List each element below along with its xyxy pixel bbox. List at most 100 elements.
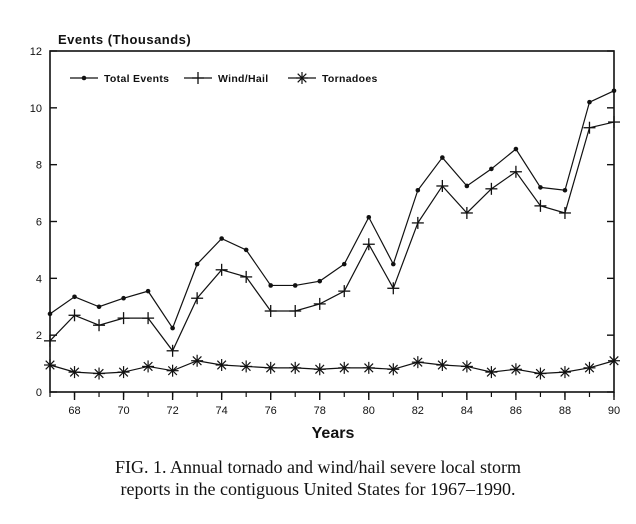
data-point-total-events: [219, 236, 224, 241]
legend: Total Events Wind/Hail Tornadoes: [70, 72, 378, 85]
data-point-wind-hail: [460, 206, 473, 219]
data-point-total-events: [72, 294, 77, 300]
y-tick-label: 4: [36, 273, 42, 285]
data-point-wind-hail: [411, 216, 424, 229]
y-tick-label: 10: [30, 103, 42, 115]
legend-item-wind-hail: Wind/Hail: [184, 72, 268, 85]
data-point-total-events: [538, 185, 543, 190]
x-tick-label: 70: [117, 405, 129, 417]
data-point-tornadoes: [264, 361, 277, 374]
series-layer: [44, 88, 620, 380]
data-point-total-events: [611, 88, 617, 94]
series-tornadoes: [44, 354, 620, 380]
data-point-wind-hail: [215, 263, 228, 276]
data-point-tornadoes: [191, 354, 204, 367]
data-point-wind-hail: [264, 305, 277, 318]
data-point-total-events: [47, 311, 53, 317]
x-tick-label: 82: [412, 405, 424, 417]
x-tick-label: 90: [608, 405, 620, 417]
data-point-tornadoes: [166, 364, 179, 377]
data-point-total-events: [194, 261, 200, 267]
x-tick-label: 76: [265, 405, 277, 417]
data-point-total-events: [366, 214, 372, 220]
y-tick-label: 8: [36, 160, 42, 172]
data-point-tornadoes: [93, 367, 106, 380]
legend-marker-wind-hail: [192, 72, 204, 84]
data-point-tornadoes: [411, 356, 424, 369]
data-point-wind-hail: [68, 309, 81, 322]
data-point-tornadoes: [142, 360, 155, 373]
x-tick-label: 80: [363, 405, 375, 417]
x-tick-label: 74: [216, 405, 228, 417]
data-point-tornadoes: [534, 367, 547, 380]
data-point-total-events: [170, 325, 175, 331]
data-point-wind-hail: [93, 319, 106, 332]
legend-marker-tornadoes: [296, 72, 308, 84]
y-tick-label: 6: [36, 217, 42, 229]
legend-label-tornadoes: Tornadoes: [322, 73, 378, 85]
series-line-wind-hail: [49, 121, 615, 352]
y-axis-title: Events (Thousands): [58, 32, 191, 47]
data-point-wind-hail: [608, 116, 620, 129]
data-point-tornadoes: [608, 354, 620, 367]
y-axis-ticks: 0 2 4 6 8 10 12: [30, 46, 614, 399]
series-line-tornadoes: [49, 360, 615, 375]
data-point-total-events: [317, 278, 323, 284]
data-point-total-events: [145, 288, 151, 294]
data-point-tornadoes: [68, 366, 81, 379]
x-tick-label: 72: [166, 405, 178, 417]
data-point-total-events: [292, 283, 298, 288]
data-point-wind-hail: [313, 297, 326, 310]
data-point-tornadoes: [362, 361, 375, 374]
plot-frame: [49, 50, 615, 393]
data-point-tornadoes: [44, 359, 56, 372]
x-axis-ticks: 68 70 72 74 76 78 80 82 84 86 88 90: [49, 392, 620, 417]
data-point-total-events: [440, 155, 445, 160]
data-point-wind-hail: [142, 312, 155, 325]
data-point-total-events: [587, 99, 592, 105]
data-point-wind-hail: [166, 344, 179, 357]
data-point-tornadoes: [460, 360, 473, 373]
data-point-tornadoes: [387, 363, 400, 376]
legend-label-total-events: Total Events: [104, 73, 169, 85]
data-point-wind-hail: [240, 270, 253, 283]
caption-line-1: FIG. 1. Annual tornado and wind/hail sev…: [115, 457, 521, 477]
x-axis-title: Years: [312, 425, 355, 442]
legend-label-wind-hail: Wind/Hail: [218, 73, 268, 85]
data-point-wind-hail: [362, 238, 375, 251]
y-tick-label: 12: [30, 46, 42, 58]
x-tick-label: 86: [510, 405, 522, 417]
data-point-total-events: [96, 304, 102, 310]
data-point-total-events: [513, 146, 519, 152]
caption-line-2: reports in the contiguous United States …: [120, 479, 516, 499]
data-point-tornadoes: [509, 363, 522, 376]
series-total-events: [47, 88, 617, 331]
data-point-wind-hail: [436, 179, 449, 192]
legend-item-tornadoes: Tornadoes: [288, 72, 378, 85]
data-point-tornadoes: [485, 366, 498, 379]
legend-marker-total-events: [81, 75, 87, 81]
data-point-wind-hail: [558, 206, 571, 219]
data-point-total-events: [341, 261, 347, 267]
data-point-wind-hail: [338, 285, 351, 298]
y-tick-label: 2: [36, 330, 42, 342]
data-point-wind-hail: [191, 292, 204, 305]
x-tick-label: 88: [559, 405, 571, 417]
data-point-total-events: [243, 247, 249, 253]
data-point-total-events: [415, 187, 421, 193]
data-point-tornadoes: [215, 359, 228, 372]
data-point-tornadoes: [117, 366, 130, 379]
figure-caption: FIG. 1. Annual tornado and wind/hail sev…: [0, 456, 636, 500]
legend-item-total-events: Total Events: [70, 73, 169, 85]
data-point-tornadoes: [338, 361, 351, 374]
data-point-tornadoes: [583, 361, 596, 374]
data-point-wind-hail: [509, 165, 522, 178]
data-point-tornadoes: [289, 361, 302, 374]
x-tick-label: 84: [461, 405, 473, 417]
data-point-tornadoes: [313, 363, 326, 376]
data-point-wind-hail: [387, 282, 400, 295]
series-wind-hail: [44, 116, 620, 357]
data-point-wind-hail: [534, 199, 547, 212]
data-point-total-events: [268, 283, 273, 288]
x-tick-label: 68: [68, 405, 80, 417]
